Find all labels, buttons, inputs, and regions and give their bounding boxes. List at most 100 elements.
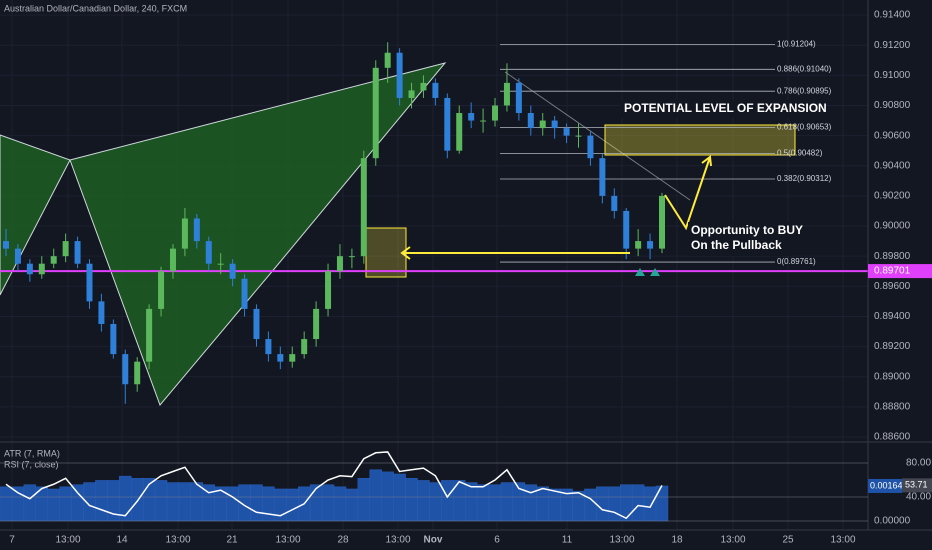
annotation-bg bbox=[620, 100, 802, 118]
candle-body bbox=[575, 135, 582, 137]
y-tick-label: 0.90000 bbox=[874, 221, 911, 232]
x-tick-label: 28 bbox=[337, 535, 349, 546]
atr-bar bbox=[95, 480, 108, 522]
arrow-head bbox=[400, 246, 411, 260]
candle-body bbox=[241, 278, 248, 309]
candle-body bbox=[181, 218, 188, 249]
candle-body bbox=[50, 256, 57, 264]
candle-body bbox=[396, 52, 403, 98]
candle-body bbox=[313, 308, 320, 340]
signal-arrow bbox=[635, 268, 645, 276]
atr-bar bbox=[47, 488, 60, 522]
x-tick-label: 13:00 bbox=[55, 535, 80, 546]
atr-bar bbox=[345, 488, 359, 522]
x-tick-label: Nov bbox=[424, 535, 443, 546]
candle-body bbox=[539, 120, 546, 129]
candle-body bbox=[456, 113, 463, 151]
atr-bar bbox=[286, 488, 299, 522]
candle-body bbox=[515, 82, 522, 114]
candle-body bbox=[62, 241, 69, 257]
atr-bar bbox=[357, 478, 371, 522]
candle-body bbox=[444, 97, 451, 151]
atr-bar bbox=[226, 486, 239, 522]
marks: 1(0.91204) 0.886(0.91040) 0.786(0.90895) 0.… bbox=[0, 40, 868, 404]
y-tick-label: 0.88600 bbox=[874, 432, 911, 443]
annotation: POTENTIAL LEVEL OF EXPANSION bbox=[624, 101, 827, 115]
y-tick-label: 0.89800 bbox=[874, 251, 911, 262]
y-tick-label: 0.89400 bbox=[874, 311, 911, 322]
indicator-name: RSI (7, close) bbox=[4, 459, 59, 469]
y-tick-label: 0.90200 bbox=[874, 191, 911, 202]
candle-body bbox=[205, 241, 212, 264]
atr-bar bbox=[429, 482, 442, 522]
price-badge bbox=[868, 264, 932, 279]
value-badge-label: 53.71 bbox=[905, 480, 928, 490]
atr-bar bbox=[548, 488, 561, 522]
atr-bar bbox=[119, 475, 132, 522]
candle-body bbox=[336, 256, 343, 272]
fib-label: 0.5(0.90482) bbox=[777, 149, 823, 158]
candle-body bbox=[384, 52, 391, 68]
candle-body bbox=[110, 323, 117, 355]
price-badge-label: 0.89701 bbox=[874, 266, 911, 277]
candle-body bbox=[348, 256, 355, 258]
candle-body bbox=[229, 263, 236, 279]
candle-body bbox=[3, 241, 9, 249]
atr-bar bbox=[464, 482, 478, 522]
fib-label: 0.618(0.90653) bbox=[777, 123, 832, 132]
atr-bar bbox=[441, 480, 454, 522]
fib-label: 1(0.91204) bbox=[777, 40, 816, 49]
atr-bar bbox=[71, 484, 84, 522]
candle-body bbox=[217, 263, 224, 265]
atr-bar bbox=[321, 484, 335, 522]
x-tick-label: 18 bbox=[671, 535, 683, 546]
atr-bar bbox=[631, 484, 645, 522]
x-tick-label: 13:00 bbox=[165, 535, 190, 546]
y-tick-label: 40.00 bbox=[906, 492, 931, 503]
candle-body bbox=[599, 158, 606, 196]
candle-body bbox=[289, 354, 296, 362]
candle-body bbox=[492, 105, 499, 121]
harmonic-pattern bbox=[69, 62, 447, 406]
candle-body bbox=[611, 195, 618, 211]
indicator-name: ATR (7, RMA) bbox=[4, 448, 60, 458]
candle-body bbox=[86, 263, 93, 302]
x-tick-label: 13:00 bbox=[609, 535, 634, 546]
atr-bar bbox=[166, 482, 180, 522]
candle-body bbox=[432, 82, 439, 98]
atr-bar bbox=[655, 485, 669, 522]
candle-body bbox=[193, 218, 200, 242]
candle-body bbox=[14, 248, 21, 264]
atr-bar bbox=[178, 482, 192, 522]
atr-bar bbox=[190, 482, 204, 522]
candle-body bbox=[647, 241, 654, 249]
candle-body bbox=[551, 120, 558, 129]
candle-body bbox=[146, 308, 153, 362]
candle-body bbox=[169, 248, 176, 272]
candle-body bbox=[325, 271, 332, 309]
candle-body bbox=[253, 308, 260, 340]
y-tick-label: 0.90800 bbox=[874, 100, 911, 111]
atr-bar bbox=[381, 471, 394, 522]
fib-label: 0.886(0.91040) bbox=[777, 64, 832, 73]
arrow-head bbox=[701, 155, 712, 167]
atr-bar bbox=[405, 478, 418, 522]
candle-body bbox=[122, 354, 129, 385]
candle-body bbox=[372, 67, 379, 159]
chart-title: Australian Dollar/Canadian Dollar, 240, … bbox=[4, 3, 187, 13]
candle-body bbox=[360, 158, 367, 257]
highlight-box bbox=[604, 124, 796, 156]
candle-body bbox=[98, 301, 105, 324]
value-badge bbox=[902, 478, 932, 493]
atr-bar bbox=[417, 480, 430, 522]
atr-bar bbox=[262, 486, 275, 522]
y-tick-label: 0.88800 bbox=[874, 401, 911, 412]
atr-bar bbox=[500, 482, 514, 522]
annotation: On the Pullback bbox=[691, 238, 782, 252]
y-tick-label: 0.91000 bbox=[874, 70, 911, 81]
candle-body bbox=[623, 210, 630, 249]
atr-bar bbox=[154, 480, 168, 522]
atr-bar bbox=[130, 478, 144, 522]
atr-bar bbox=[643, 486, 657, 522]
